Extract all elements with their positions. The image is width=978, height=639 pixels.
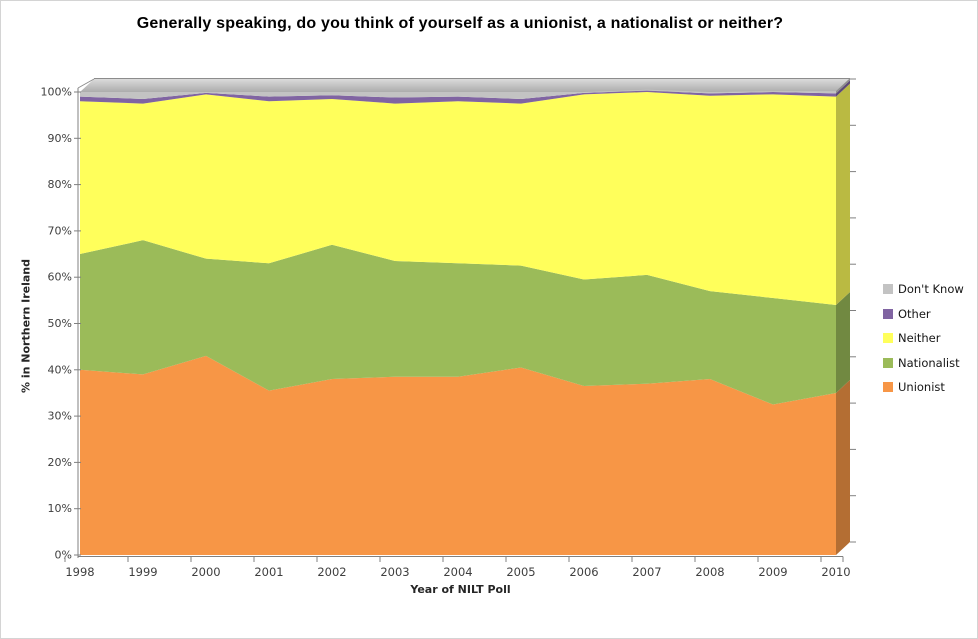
side-wall-unionist	[836, 379, 850, 555]
x-tick-label: 2008	[695, 565, 724, 579]
legend-item-neither[interactable]: Neither	[883, 326, 964, 351]
y-axis-title: % in Northern Ireland	[19, 259, 33, 393]
x-tick-label: 2010	[821, 565, 850, 579]
x-tick-label: 2005	[506, 565, 535, 579]
legend-item-don-t-know[interactable]: Don't Know	[883, 277, 964, 302]
legend-label: Other	[898, 306, 931, 321]
x-tick-label: 2009	[758, 565, 787, 579]
don-t-know-legend-swatch-icon	[883, 284, 893, 295]
x-tick-label: 1998	[65, 565, 94, 579]
y-tick-label: 50%	[48, 317, 72, 330]
x-axis-title: Year of NILT Poll	[410, 583, 511, 596]
x-tick-label: 2000	[191, 565, 220, 579]
y-tick-label: 0%	[55, 549, 72, 562]
legend-item-other[interactable]: Other	[883, 302, 964, 327]
plot-topleft-corner-edge	[77, 78, 95, 89]
legend-label: Neither	[898, 331, 941, 346]
plot-top-face-3d	[80, 79, 850, 92]
x-tick-label: 2003	[380, 565, 409, 579]
legend-label: Unionist	[898, 380, 945, 395]
y-tick-label: 90%	[48, 132, 72, 145]
legend-item-nationalist[interactable]: Nationalist	[883, 351, 964, 376]
y-tick-label: 40%	[48, 363, 72, 376]
y-tick-label: 70%	[48, 224, 72, 237]
side-wall-other	[836, 80, 850, 97]
y-tick-label: 100%	[41, 86, 72, 99]
y-tick-label: 20%	[48, 456, 72, 469]
other-legend-swatch-icon	[883, 308, 893, 319]
side-wall-don-t-know	[836, 78, 850, 94]
legend-item-unionist[interactable]: Unionist	[883, 375, 964, 400]
x-tick-label: 2004	[443, 565, 472, 579]
x-tick-label: 2001	[254, 565, 283, 579]
x-tick-label: 2007	[632, 565, 661, 579]
series-area-don-t-know[interactable]	[80, 89, 836, 99]
nationalist-legend-swatch-icon	[883, 357, 893, 368]
unionist-legend-swatch-icon	[883, 382, 893, 393]
series-area-nationalist[interactable]	[80, 240, 836, 405]
y-tick-label: 60%	[48, 271, 72, 284]
chart-legend: Don't Know Other Neither Nationalist Unionis…	[883, 277, 964, 400]
legend-label: Don't Know	[898, 282, 964, 297]
chart-title: Generally speaking, do you think of your…	[136, 15, 784, 32]
x-tick-label: 2002	[317, 565, 346, 579]
side-wall-neither	[836, 83, 850, 305]
y-tick-label: 80%	[48, 178, 72, 191]
series-area-other[interactable]	[80, 90, 836, 104]
y-tick-label: 30%	[48, 410, 72, 423]
side-wall-nationalist	[836, 291, 850, 393]
x-tick-label: 1999	[128, 565, 157, 579]
series-area-unionist[interactable]	[80, 355, 836, 555]
legend-label: Nationalist	[898, 355, 960, 370]
series-area-neither[interactable]	[80, 92, 836, 305]
y-tick-label: 10%	[48, 502, 72, 515]
x-tick-label: 2006	[569, 565, 598, 579]
neither-legend-swatch-icon	[883, 333, 893, 344]
